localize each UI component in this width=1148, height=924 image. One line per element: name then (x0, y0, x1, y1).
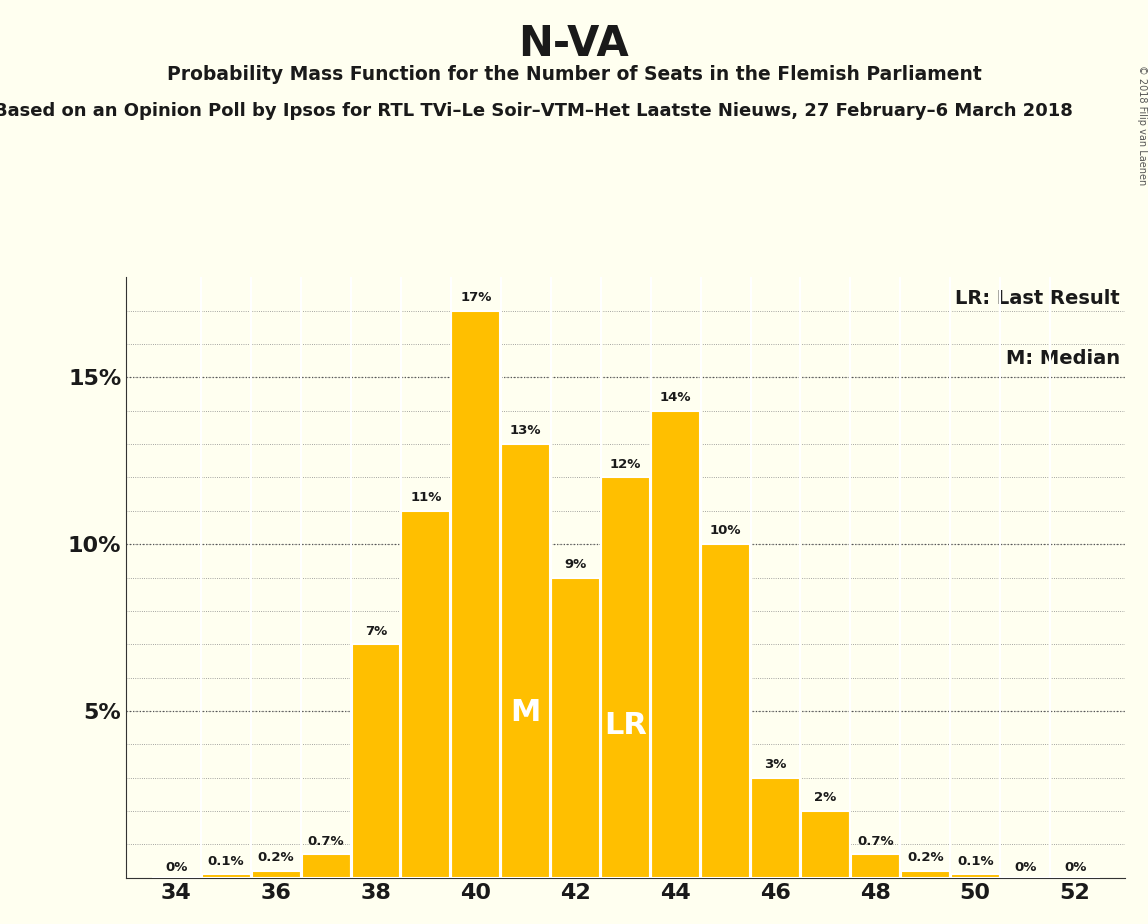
Text: 17%: 17% (460, 291, 491, 304)
Text: 14%: 14% (660, 391, 691, 404)
Text: 2%: 2% (814, 791, 837, 805)
Bar (351, 644, 401, 878)
Bar (502, 444, 550, 878)
Text: 0%: 0% (165, 861, 187, 874)
Text: 10%: 10% (709, 525, 742, 538)
Bar (851, 855, 900, 878)
Text: M: M (511, 699, 541, 727)
Text: 0.1%: 0.1% (957, 855, 993, 868)
Text: 0%: 0% (1064, 861, 1086, 874)
Text: 11%: 11% (410, 491, 442, 505)
Bar (651, 410, 700, 878)
Text: Based on an Opinion Poll by Ipsos for RTL TVi–Le Soir–VTM–Het Laatste Nieuws, 27: Based on an Opinion Poll by Ipsos for RT… (0, 102, 1073, 119)
Text: 0.2%: 0.2% (907, 851, 944, 865)
Text: 0.1%: 0.1% (208, 855, 245, 868)
Bar (402, 511, 450, 878)
Bar (751, 778, 800, 878)
Text: 3%: 3% (765, 758, 786, 771)
Text: 0.2%: 0.2% (258, 851, 294, 865)
Bar (801, 811, 850, 878)
Text: 0.7%: 0.7% (858, 834, 893, 848)
Text: Probability Mass Function for the Number of Seats in the Flemish Parliament: Probability Mass Function for the Number… (166, 65, 982, 84)
Text: 12%: 12% (610, 457, 642, 470)
Text: LR: LR (604, 711, 647, 740)
Text: 13%: 13% (510, 424, 542, 437)
Bar (602, 478, 650, 878)
Text: 0%: 0% (1014, 861, 1037, 874)
Text: 9%: 9% (565, 558, 587, 571)
Text: 0.7%: 0.7% (308, 834, 344, 848)
Bar (951, 874, 1000, 878)
Bar (551, 578, 600, 878)
Bar (451, 310, 501, 878)
Text: © 2018 Filip van Laenen: © 2018 Filip van Laenen (1138, 65, 1147, 185)
Text: LR: Last Result: LR: Last Result (955, 289, 1120, 309)
Bar (901, 871, 949, 878)
Bar (202, 874, 250, 878)
Bar (701, 544, 750, 878)
Text: N-VA: N-VA (519, 23, 629, 65)
Bar (302, 855, 350, 878)
Bar (251, 871, 301, 878)
Text: 7%: 7% (365, 625, 387, 638)
Text: M: Median: M: Median (1006, 349, 1120, 369)
